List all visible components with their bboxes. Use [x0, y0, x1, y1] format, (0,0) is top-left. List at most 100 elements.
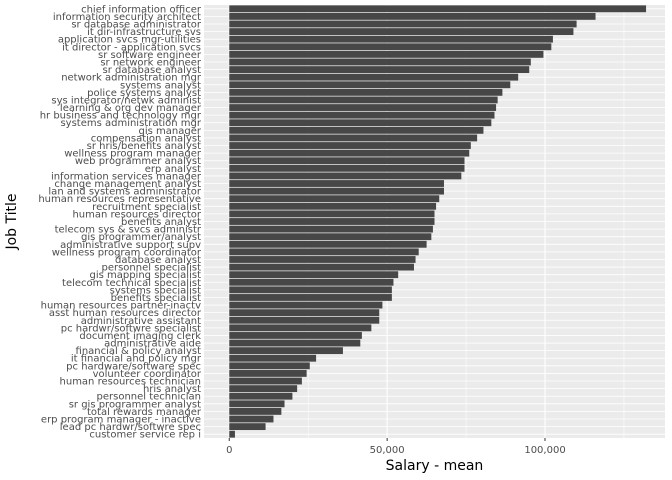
y-tick-label: total rewards manager — [87, 407, 202, 418]
y-tick-label: human resources director — [72, 209, 201, 220]
y-tick-label: human resources representative — [38, 194, 201, 205]
y-tick-label: sr gis programmer analyst — [69, 399, 201, 410]
bar — [229, 347, 343, 355]
bars — [229, 5, 647, 438]
y-tick-label: systems specialist — [110, 285, 201, 296]
y-tick-label: information services manager — [51, 171, 202, 182]
bar — [229, 225, 433, 233]
y-tick-label: volunteer coordinator — [93, 369, 202, 380]
y-tick-label: wellness program coordinator — [52, 247, 202, 258]
y-tick-label: change management analyst — [54, 179, 201, 190]
bar — [229, 309, 380, 317]
bar — [229, 248, 419, 256]
y-tick-label: systems analyst — [120, 80, 201, 91]
x-tick-label: 50,000 — [370, 445, 405, 456]
bar — [229, 35, 553, 43]
y-tick-label: erp program manager - inactive — [41, 415, 201, 426]
bar — [229, 5, 647, 13]
y-tick-label: it financial and policy mgr — [71, 354, 202, 365]
bar — [229, 423, 266, 431]
y-tick-label: information security architect — [53, 12, 201, 23]
bar — [229, 66, 530, 73]
y-tick-label: it director - application svcs — [62, 42, 201, 53]
bar — [229, 301, 383, 309]
x-tick-labels: 0 50,000 100,000 — [226, 438, 566, 456]
y-tick-label: pc hardwr/softwre specialist — [61, 323, 201, 334]
y-tick-label: administrative assistant — [81, 316, 201, 327]
y-tick-label: personnel technician — [97, 392, 202, 403]
bar — [229, 294, 392, 301]
y-tick-label: gis manager — [139, 126, 202, 137]
bar — [229, 392, 293, 400]
y-tick-label: administrative support supv — [60, 240, 201, 251]
y-tick-label: telecom sys & svcs administr — [55, 225, 202, 236]
y-tick-label: it dir-infrastructure svs — [87, 27, 201, 38]
y-tick-label: chief information officer — [81, 4, 202, 15]
y-tick-label: benefits specialist — [111, 293, 201, 304]
bar — [229, 233, 432, 241]
bar — [229, 278, 394, 286]
y-tick-label: recruitment specialist — [92, 202, 201, 213]
bar — [229, 210, 435, 218]
bar — [229, 20, 577, 28]
bar — [229, 104, 497, 111]
bar — [229, 339, 361, 347]
y-tick-label: human resources technician — [60, 377, 201, 388]
y-tick-label: hr business and technology mgr — [40, 111, 202, 122]
bar — [229, 407, 282, 415]
y-tick-label: web programmer analyst — [75, 156, 201, 167]
x-axis-title: Salary - mean — [386, 458, 484, 474]
x-tick-label: 100,000 — [524, 445, 565, 456]
bar — [229, 362, 310, 370]
y-tick-label: gis programmer/analyst — [81, 232, 201, 243]
y-tick-label: application svcs mgr-utilities — [58, 35, 201, 46]
bar — [229, 88, 503, 96]
y-tick-label: wellness program manager — [64, 149, 202, 160]
bar — [229, 377, 302, 385]
y-tick-label: personnel specialist — [101, 263, 201, 274]
bar — [229, 415, 274, 423]
bar — [229, 134, 478, 142]
bar — [229, 400, 285, 408]
y-tick-label: document imaging clerk — [79, 331, 201, 342]
y-tick-label: compensation analyst — [91, 133, 201, 144]
y-tick-label: database analyst — [115, 255, 201, 266]
bar — [229, 58, 531, 66]
bar — [229, 81, 511, 89]
bar — [229, 142, 471, 149]
bar — [229, 126, 484, 134]
y-tick-label: police systems analyst — [87, 88, 201, 99]
bar — [229, 430, 235, 438]
bar — [229, 43, 552, 51]
bar — [229, 180, 444, 187]
bar — [229, 111, 495, 119]
bar — [229, 240, 427, 248]
y-tick-label: sr hris/benefits analyst — [87, 141, 201, 152]
bar — [229, 256, 416, 263]
y-tick-label: learning & org dev manager — [60, 103, 202, 114]
bar — [229, 354, 317, 362]
bar — [229, 218, 435, 225]
bar — [229, 316, 380, 324]
y-tick-label: systems administration mgr — [60, 118, 201, 129]
bar — [229, 271, 399, 279]
bar — [229, 164, 465, 172]
bar — [229, 286, 392, 294]
bar — [229, 202, 437, 210]
bar — [229, 385, 298, 393]
y-tick-label: financial & policy analyst — [76, 346, 202, 357]
y-tick-label: sys integrator/netwk administ — [51, 95, 201, 106]
y-tick-label: benefits analyst — [121, 217, 201, 228]
y-tick-label: gis mapping specialist — [89, 270, 201, 281]
bar — [229, 157, 465, 165]
bar — [229, 119, 492, 127]
y-tick-label: customer service rep i — [89, 430, 201, 441]
bar — [229, 263, 414, 271]
bar — [229, 12, 596, 20]
bar — [229, 332, 362, 339]
y-tick-label: sr network engineer — [100, 57, 202, 68]
y-tick-label: lan and systems administrator — [48, 187, 201, 198]
y-tick-label: pc hardware/software spec — [66, 361, 201, 372]
